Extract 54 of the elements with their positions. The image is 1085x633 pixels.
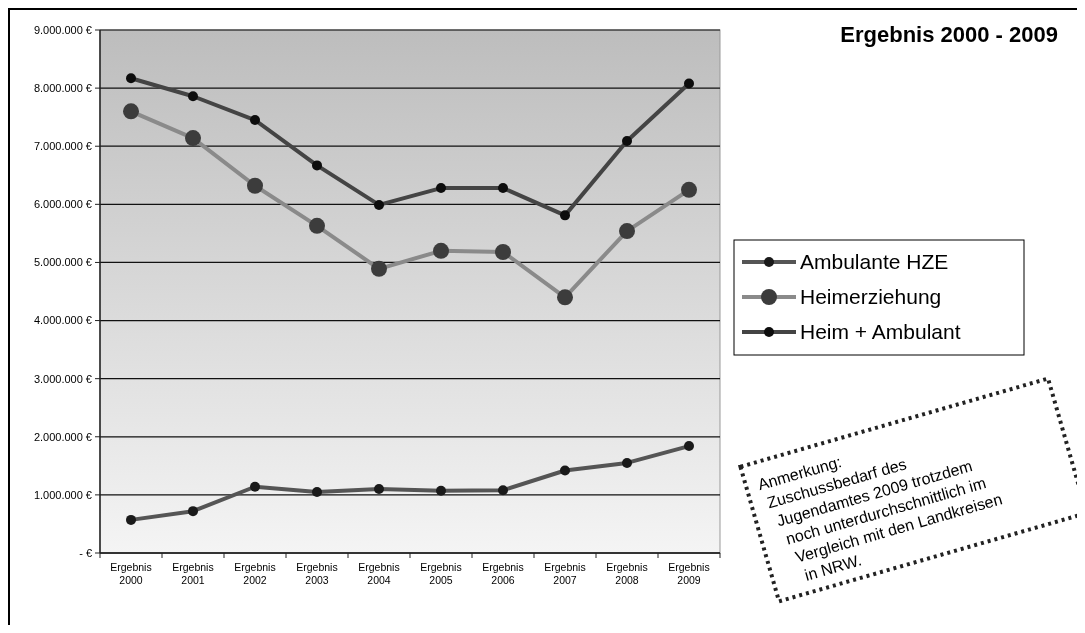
y-tick-label: 1.000.000 € xyxy=(33,488,92,501)
point xyxy=(371,260,387,277)
point xyxy=(619,223,635,240)
y-tick-label: 7.000.000 € xyxy=(33,140,92,153)
point xyxy=(250,481,260,492)
y-tick-label: 6.000.000 € xyxy=(33,198,92,211)
y-tick-label: 5.000.000 € xyxy=(33,256,92,269)
point xyxy=(250,115,260,126)
y-tick-label: - € xyxy=(79,546,92,559)
point xyxy=(374,199,384,210)
y-tick-label: 9.000.000 € xyxy=(33,23,92,36)
y-tick-label: 4.000.000 € xyxy=(33,314,92,327)
point xyxy=(684,78,694,89)
point xyxy=(126,514,136,525)
point xyxy=(433,242,449,259)
x-tick-label: Ergebnis 2007 xyxy=(544,561,586,586)
point xyxy=(495,243,511,260)
point xyxy=(247,177,263,194)
point xyxy=(188,506,198,517)
point xyxy=(374,484,384,495)
point xyxy=(312,160,322,171)
point xyxy=(560,210,570,221)
point xyxy=(126,73,136,84)
text: Ergebnis 2000 - 2009 xyxy=(840,22,1058,47)
x-tick-label: Ergebnis 2000 xyxy=(110,561,152,586)
point xyxy=(560,465,570,476)
point xyxy=(123,103,139,120)
point xyxy=(436,183,446,194)
point xyxy=(309,217,325,234)
point xyxy=(436,485,446,496)
point xyxy=(681,181,697,198)
point xyxy=(498,183,508,194)
legend-label: Ambulante HZE xyxy=(800,250,949,274)
x-tick-label: Ergebnis 2006 xyxy=(482,561,524,586)
legend-label: Heimerziehung xyxy=(800,285,942,309)
x-tick-label: Ergebnis 2001 xyxy=(172,561,214,586)
y-tick-label: 8.000.000 € xyxy=(33,81,92,94)
x-tick-label: Ergebnis 2005 xyxy=(420,561,462,586)
point xyxy=(312,486,322,497)
point xyxy=(185,130,201,147)
y-tick-label: 2.000.000 € xyxy=(33,430,92,443)
x-tick-label: Ergebnis 2003 xyxy=(296,561,338,586)
point xyxy=(498,485,508,496)
y-tick-label: 3.000.000 € xyxy=(33,372,92,385)
legend-label: Heim + Ambulant xyxy=(800,320,961,344)
x-tick-label: Ergebnis 2002 xyxy=(234,561,276,586)
x-tick-label: Ergebnis 2009 xyxy=(668,561,710,586)
point xyxy=(557,289,573,306)
x-tick-label: Ergebnis 2004 xyxy=(358,561,400,586)
point xyxy=(684,441,694,452)
point xyxy=(622,457,632,468)
point xyxy=(188,91,198,102)
x-tick-label: Ergebnis 2008 xyxy=(606,561,648,586)
point xyxy=(622,135,632,146)
